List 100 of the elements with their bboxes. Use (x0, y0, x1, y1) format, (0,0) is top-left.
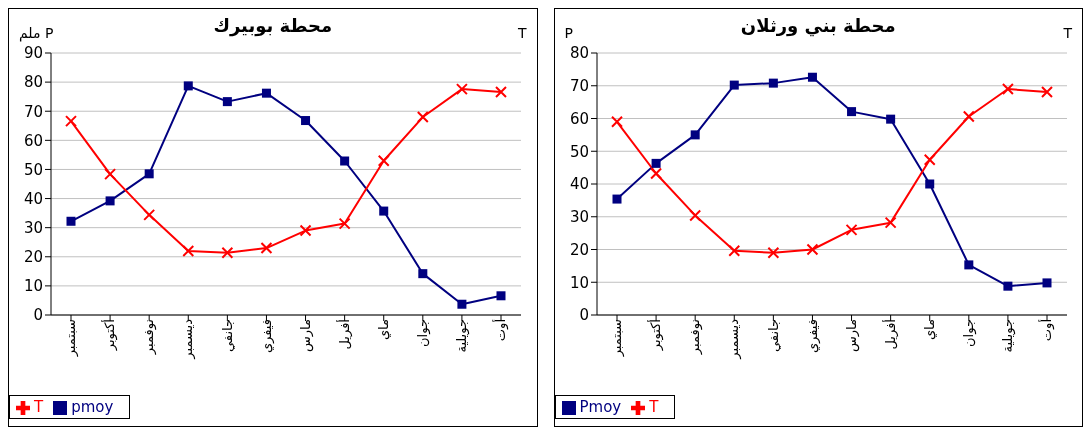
point (963, 260, 973, 270)
point (104, 168, 117, 181)
y-tick-label: 70 (23, 102, 43, 121)
point (377, 154, 390, 167)
point (884, 216, 897, 229)
x-tick-label: جوان (415, 319, 432, 347)
y-tick-label: 10 (23, 277, 43, 296)
legend-label: T (649, 398, 659, 416)
x-tick-label: سبتمبر (608, 319, 625, 358)
point (65, 115, 77, 128)
point (495, 86, 507, 99)
point (807, 72, 817, 82)
point (610, 115, 623, 128)
point (766, 246, 779, 259)
point (143, 208, 156, 221)
x-tick-label: جانفي (219, 319, 235, 353)
y-tick-label: 50 (569, 142, 589, 161)
point (1002, 281, 1012, 291)
point (299, 224, 312, 237)
y-axis-title: P (564, 25, 573, 41)
point (1040, 85, 1053, 98)
x-tick-label: فيفري (258, 319, 275, 354)
point (612, 194, 621, 204)
y-tick-label: 90 (23, 44, 43, 63)
y2-axis-title: T (1063, 25, 1072, 41)
point (416, 111, 429, 124)
x-tick-label: ماي (921, 319, 937, 341)
y-tick-label: 10 (569, 273, 589, 292)
point (66, 216, 76, 226)
y-tick-label: 60 (569, 109, 589, 128)
y2-axis-title: T (517, 25, 527, 41)
x-tick-label: ماي (375, 319, 391, 341)
x-tick-label: مارس (843, 319, 860, 353)
point (729, 80, 739, 90)
y-tick-label: 20 (23, 248, 43, 267)
x-tick-label: فيفري (804, 319, 821, 354)
legend-label: Pmoy (579, 398, 622, 416)
y-tick-label: 60 (23, 131, 43, 150)
point (768, 78, 778, 88)
legend-label: T (34, 398, 44, 416)
point (962, 110, 975, 123)
point (457, 299, 467, 309)
point (301, 116, 311, 126)
point (690, 130, 700, 140)
x-tick-label: أكتوبر (646, 319, 664, 352)
point (455, 83, 468, 96)
point (885, 114, 895, 124)
point (1042, 278, 1051, 288)
point (260, 242, 273, 255)
point (923, 153, 936, 166)
x-tick-label: مارس (297, 319, 314, 353)
point (924, 179, 934, 189)
point (338, 217, 351, 230)
legend-label: pmoy (71, 398, 114, 416)
point (845, 223, 858, 236)
x-tick-label: أوت (1037, 319, 1055, 342)
point (496, 291, 506, 301)
y-tick-label: 0 (33, 306, 43, 325)
y-axis-title: ملم P (19, 25, 54, 41)
point (261, 88, 271, 98)
point (1001, 83, 1014, 96)
x-tick-label: نوفمبر (686, 319, 703, 356)
x-tick-label: سبتمبر (63, 319, 80, 358)
point (727, 244, 740, 257)
x-tick-label: جانفي (765, 319, 781, 353)
y-tick-label: 30 (23, 218, 43, 237)
point (688, 209, 701, 222)
point (144, 169, 154, 179)
x-tick-label: أفريل (335, 319, 353, 350)
point (340, 156, 350, 166)
x-tick-label: أوت (492, 319, 510, 342)
y-tick-label: 30 (569, 208, 589, 227)
chart-title: محطة بني ورثلان (740, 15, 896, 36)
x-tick-label: جويلية (454, 319, 471, 353)
point (846, 107, 856, 117)
point (805, 243, 818, 256)
chart-title: محطة بوبيرك (213, 15, 333, 36)
x-tick-label: ديسمبر (180, 318, 197, 360)
y-tick-label: 20 (569, 240, 589, 259)
x-tick-label: جويلية (999, 319, 1016, 353)
y-tick-label: 40 (569, 175, 589, 194)
y-tick-label: 80 (23, 73, 43, 92)
x-tick-label: ديسمبر (726, 318, 742, 360)
y-tick-label: 40 (23, 189, 43, 208)
y-tick-label: 80 (569, 44, 589, 63)
x-tick-label: أفريل (881, 319, 899, 350)
y-tick-label: 50 (23, 160, 43, 179)
point (222, 97, 232, 107)
point (379, 206, 389, 216)
point (418, 269, 428, 279)
y-tick-label: 0 (578, 306, 589, 325)
x-tick-label: جوان (960, 319, 977, 347)
point (183, 81, 193, 91)
point (651, 158, 661, 168)
x-tick-label: أكتوبر (101, 319, 119, 352)
point (649, 167, 662, 180)
point (182, 244, 195, 257)
point (105, 196, 115, 206)
x-tick-label: نوفمبر (141, 319, 158, 356)
point (221, 246, 234, 259)
